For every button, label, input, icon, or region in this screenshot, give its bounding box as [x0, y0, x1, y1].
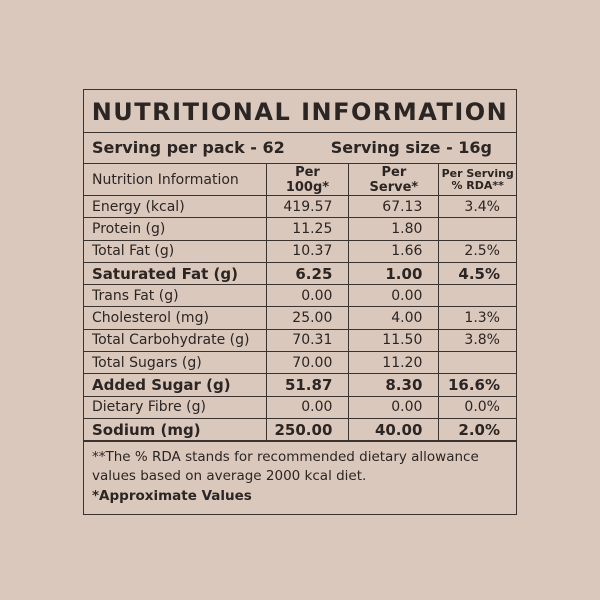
nutrient-value: 11.50 [348, 328, 440, 353]
column-header: Per Serving % RDA** [438, 164, 516, 196]
nutrient-value: 1.3% [438, 306, 516, 330]
table-row: Cholesterol (mg) 25.00 4.00 1.3% [84, 306, 516, 330]
nutrient-value: 3.8% [438, 328, 516, 353]
nutrient-name: Protein (g) [84, 217, 267, 241]
nutrient-value: 16.6% [438, 373, 516, 397]
table-row: Added Sugar (g) 51.87 8.30 16.6% [84, 373, 516, 397]
table-row: Total Sugars (g) 70.00 11.20 [84, 351, 516, 375]
nutrient-value: 1.80 [348, 217, 440, 241]
nutrient-name: Saturated Fat (g) [84, 261, 267, 286]
nutrient-value: 2.5% [438, 239, 516, 263]
serving-row: Serving per pack - 62 Serving size - 16g [84, 133, 516, 164]
nutrient-value: 8.30 [348, 373, 440, 397]
nutrient-value: 2.0% [438, 417, 516, 442]
nutrient-value: 0.00 [348, 395, 440, 419]
table-row: Energy (kcal) 419.57 67.13 3.4% [84, 195, 516, 219]
table-row: Protein (g) 11.25 1.80 [84, 217, 516, 241]
nutrient-value: 70.00 [265, 351, 350, 375]
nutrient-name: Total Sugars (g) [84, 351, 267, 375]
title: NUTRITIONAL INFORMATION [84, 90, 516, 133]
column-header: Per 100g* [265, 164, 350, 196]
nutrient-value: 1.00 [348, 261, 440, 286]
nutrient-value: 1.66 [348, 239, 440, 263]
nutrient-value: 70.31 [265, 328, 350, 353]
nutrition-panel: NUTRITIONAL INFORMATION Serving per pack… [83, 89, 517, 516]
nutrient-name: Dietary Fibre (g) [84, 395, 267, 419]
table-row: Total Fat (g) 10.37 1.66 2.5% [84, 239, 516, 263]
nutrient-name: Added Sugar (g) [84, 373, 267, 397]
nutrient-value: 11.20 [348, 351, 440, 375]
nutrient-value: 10.37 [265, 239, 350, 263]
column-header: Per Serve* [348, 164, 440, 196]
column-header: Nutrition Information [84, 164, 267, 196]
approx-note: *Approximate Values [92, 488, 252, 505]
header-row: Nutrition Information Per 100g* Per Serve*… [84, 164, 516, 196]
nutrient-value: 67.13 [348, 195, 440, 219]
nutrient-value: 25.00 [265, 306, 350, 330]
table-row: Sodium (mg) 250.00 40.00 2.0% [84, 417, 516, 442]
nutrient-value: 0.00 [265, 395, 350, 419]
nutrient-name: Energy (kcal) [84, 195, 267, 219]
nutrient-name: Cholesterol (mg) [84, 306, 267, 330]
nutrient-value: 0.00 [348, 284, 440, 308]
table-row: Saturated Fat (g) 6.25 1.00 4.5% [84, 261, 516, 286]
nutrient-value: 3.4% [438, 195, 516, 219]
nutrient-name: Total Fat (g) [84, 239, 267, 263]
nutrient-value: 0.00 [265, 284, 350, 308]
nutrient-value: 51.87 [265, 373, 350, 397]
table-row: Total Carbohydrate (g) 70.31 11.50 3.8% [84, 328, 516, 353]
nutrient-value: 11.25 [265, 217, 350, 241]
nutrient-value [438, 284, 516, 308]
nutrient-name: Sodium (mg) [84, 417, 267, 442]
nutrient-name: Total Carbohydrate (g) [84, 328, 267, 353]
serving-per-pack: Serving per pack - 62 [92, 138, 285, 157]
table-row: Dietary Fibre (g) 0.00 0.00 0.0% [84, 395, 516, 419]
nutrient-value: 4.00 [348, 306, 440, 330]
table-row: Trans Fat (g) 0.00 0.00 [84, 284, 516, 308]
nutrient-value: 4.5% [438, 261, 516, 286]
nutrient-value: 419.57 [265, 195, 350, 219]
nutrient-value: 40.00 [348, 417, 440, 442]
nutrient-name: Trans Fat (g) [84, 284, 267, 308]
serving-size: Serving size - 16g [330, 138, 492, 157]
nutrient-value: 0.0% [438, 395, 516, 419]
nutrient-value: 6.25 [265, 261, 350, 286]
nutrient-value [438, 351, 516, 375]
nutrient-value: 250.00 [265, 417, 350, 442]
footnotes: **The % RDA stands for recommended dieta… [84, 441, 516, 514]
nutrient-value [438, 217, 516, 241]
rda-note: **The % RDA stands for recommended dieta… [92, 449, 479, 485]
nutrition-table: Nutrition Information Per 100g* Per Serve*… [84, 164, 516, 442]
